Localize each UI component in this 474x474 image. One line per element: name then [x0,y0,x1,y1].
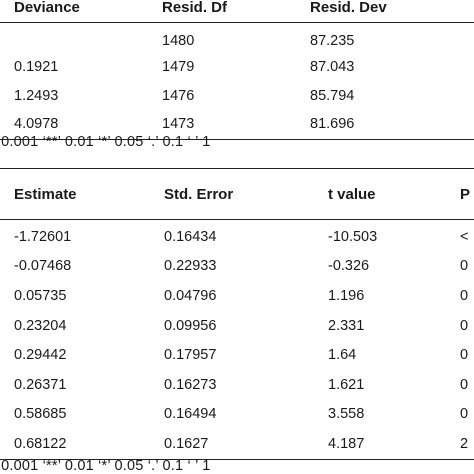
coef-cell-std-error: 0.09956 [164,317,217,334]
coef-row: 0.58685 0.16494 3.558 0 [0,400,474,430]
coef-cell-t-value: 2.331 [328,317,365,334]
coef-cell-p-value: 0 [460,406,469,423]
coef-spacer-cell [0,220,14,252]
anova-cell-resid-df: 1480 [162,33,195,49]
coef-row: 0.68122 0.1627 4.187 2 [0,429,474,460]
coef-cell-std-error: 0.16494 [164,406,217,423]
anova-cell-resid-dev: 85.794 [310,87,355,104]
anova-spacer-cell [0,110,14,140]
coef-cell-t-value: -10.503 [328,228,378,245]
anova-cell-resid-df: 1473 [162,110,310,140]
coef-spacer-cell [0,311,14,341]
coef-cell-p-value: 0 [460,258,469,275]
anova-cell-resid-dev: 81.696 [310,110,474,140]
coef-header-estimate: Estimate [14,168,164,220]
coef-cell-std-error: 0.16434 [164,228,217,245]
anova-cell-resid-dev: 87.043 [310,59,355,76]
anova-spacer-cell [0,23,14,54]
coef-spacer-cell [0,252,14,282]
coef-row: 0.05735 0.04796 1.196 0 [0,281,474,311]
coef-spacer-cell [0,340,14,370]
coef-header-row: Estimate Std. Error t value P [0,168,474,220]
anova-header-deviance: Deviance [14,0,162,23]
anova-table: Deviance Resid. Df Resid. Dev 1480 87.23… [0,0,474,140]
coef-spacer-cell [0,429,14,460]
coef-cell-estimate: 0.05735 [14,287,67,304]
coef-cell-p-value: 0 [460,287,469,304]
coef-cell-t-value: 1.64 [328,347,357,364]
signif-codes-note: ’ 0.001 ‘**’ 0.01 ‘*’ 0.05 ‘.’ 0.1 ‘ ’ 1 [0,134,211,150]
anova-spacer-cell [0,53,14,82]
anova-row: 0.1921 1479 87.043 [0,53,474,82]
coef-row: 0.29442 0.17957 1.64 0 [0,340,474,370]
anova-cell-deviance: 1.2493 [14,87,59,104]
coef-cell-std-error: 0.17957 [164,347,217,364]
coef-cell-p-value: 2 [460,429,474,460]
coefficients-table: Estimate Std. Error t value P -1.72601 0… [0,168,474,460]
coef-cell-t-value: 1.196 [328,287,365,304]
anova-cell-resid-df: 1476 [162,87,195,104]
coef-header-std-error: Std. Error [164,168,328,220]
coef-cell-std-error: 0.22933 [164,258,217,275]
coef-header-t-value: t value [328,168,460,220]
signif-codes-note: ’ 0.001 ‘**’ 0.01 ‘*’ 0.05 ‘.’ 0.1 ‘ ’ 1 [0,458,211,474]
coef-row: 0.26371 0.16273 1.621 0 [0,370,474,400]
anova-row: 1480 87.235 [0,23,474,54]
coef-cell-estimate: 0.68122 [14,429,164,460]
coef-cell-p-value: 0 [460,347,469,364]
coef-cell-estimate: 0.23204 [14,317,67,334]
anova-spacer-cell [0,82,14,111]
coef-cell-estimate: 0.26371 [14,376,67,393]
coef-cell-estimate: -1.72601 [14,228,72,245]
coef-cell-estimate: -0.07468 [14,258,72,275]
coef-row: -1.72601 0.16434 -10.503 < [0,220,474,252]
coef-cell-t-value: 1.621 [328,376,365,393]
anova-row: 4.0978 1473 81.696 [0,110,474,140]
coef-row: 0.23204 0.09956 2.331 0 [0,311,474,341]
coef-cell-t-value: 3.558 [328,406,365,423]
coef-cell-p-value: 0 [460,317,469,334]
coef-cell-t-value: -0.326 [328,258,370,275]
anova-cell-resid-dev: 87.235 [310,33,355,49]
anova-header-spacer [0,0,14,23]
coef-cell-std-error: 0.1627 [164,429,328,460]
coef-spacer-cell [0,281,14,311]
coef-spacer-cell [0,370,14,400]
coef-header-spacer [0,168,14,220]
anova-cell-deviance: 4.0978 [14,110,162,140]
coef-spacer-cell [0,400,14,430]
anova-header-resid-df: Resid. Df [162,0,310,23]
coef-header-p-value: P [460,168,474,220]
anova-cell-resid-df: 1479 [162,59,195,76]
anova-cell-deviance [14,23,162,54]
coef-cell-estimate: 0.58685 [14,406,67,423]
coef-cell-p-value: < [460,228,469,245]
anova-row: 1.2493 1476 85.794 [0,82,474,111]
anova-header-resid-dev: Resid. Dev [310,0,474,23]
coef-cell-p-value: 0 [460,376,469,393]
coef-row: -0.07468 0.22933 -0.326 0 [0,252,474,282]
coef-cell-t-value: 4.187 [328,429,460,460]
coef-cell-std-error: 0.04796 [164,287,217,304]
coef-cell-estimate: 0.29442 [14,347,67,364]
anova-header-row: Deviance Resid. Df Resid. Dev [0,0,474,23]
coef-cell-std-error: 0.16273 [164,376,217,393]
anova-cell-deviance: 0.1921 [14,59,59,76]
